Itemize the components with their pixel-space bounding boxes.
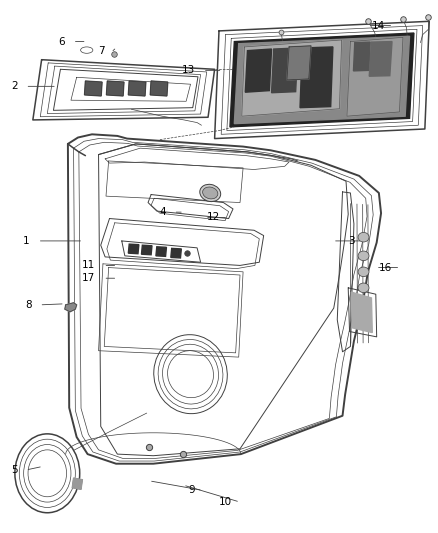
Polygon shape	[72, 478, 82, 489]
Ellipse shape	[358, 232, 369, 242]
Text: 3: 3	[348, 236, 355, 246]
Text: 9: 9	[188, 486, 195, 495]
Text: 7: 7	[99, 46, 105, 55]
Text: 8: 8	[25, 300, 32, 310]
Text: 5: 5	[11, 465, 18, 475]
Polygon shape	[128, 81, 146, 96]
Polygon shape	[347, 37, 403, 116]
Polygon shape	[351, 292, 372, 333]
Text: 15: 15	[268, 50, 281, 59]
Text: 17: 17	[82, 273, 95, 283]
Polygon shape	[353, 42, 370, 71]
Polygon shape	[234, 36, 410, 124]
Text: 13: 13	[182, 66, 195, 75]
Polygon shape	[369, 42, 392, 76]
Polygon shape	[85, 81, 102, 96]
Ellipse shape	[200, 184, 221, 201]
Ellipse shape	[358, 267, 369, 277]
Text: 1: 1	[23, 236, 30, 246]
Text: 6: 6	[58, 37, 65, 46]
Ellipse shape	[358, 251, 369, 261]
Polygon shape	[156, 247, 166, 256]
Polygon shape	[287, 46, 311, 80]
Polygon shape	[242, 40, 342, 116]
Text: 16: 16	[379, 263, 392, 272]
Polygon shape	[150, 81, 168, 96]
Ellipse shape	[203, 187, 218, 199]
Text: 4: 4	[159, 207, 166, 217]
Ellipse shape	[358, 283, 369, 293]
Text: 10: 10	[219, 497, 232, 507]
Polygon shape	[128, 244, 139, 254]
Polygon shape	[141, 245, 152, 255]
Polygon shape	[245, 49, 272, 92]
Text: 12: 12	[207, 213, 220, 222]
Polygon shape	[272, 48, 298, 93]
Polygon shape	[230, 33, 414, 127]
Polygon shape	[171, 248, 181, 258]
Text: 14: 14	[372, 21, 385, 30]
Text: 2: 2	[11, 82, 18, 91]
Text: 11: 11	[82, 261, 95, 270]
Polygon shape	[65, 303, 77, 312]
Polygon shape	[300, 47, 333, 108]
Polygon shape	[106, 81, 124, 96]
